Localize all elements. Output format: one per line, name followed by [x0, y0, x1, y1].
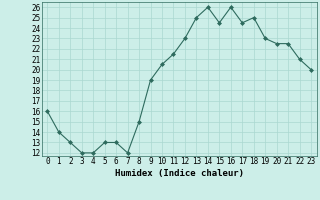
X-axis label: Humidex (Indice chaleur): Humidex (Indice chaleur) [115, 169, 244, 178]
